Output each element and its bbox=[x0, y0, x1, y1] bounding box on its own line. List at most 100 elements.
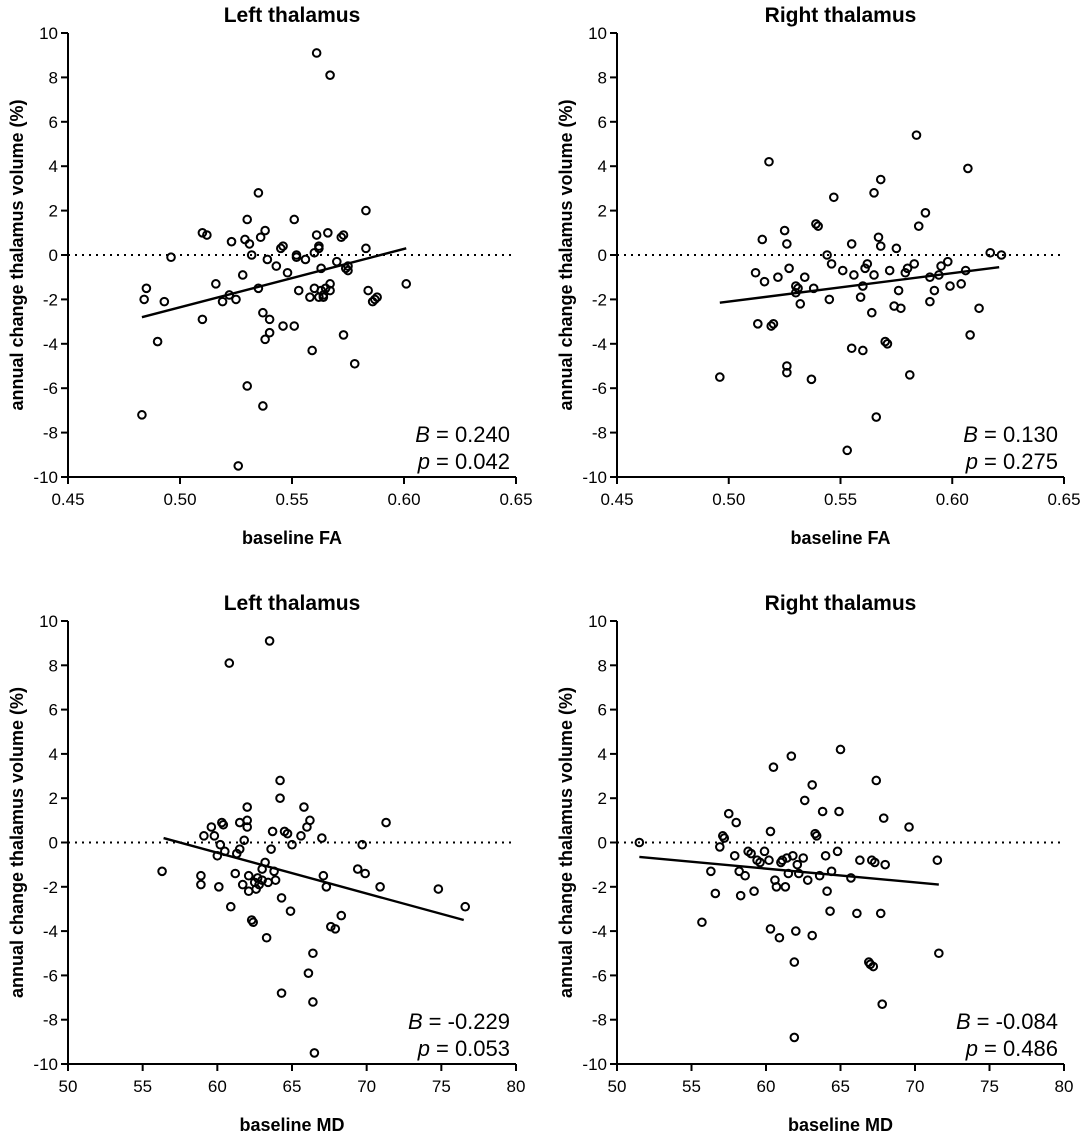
y-tick-label: 10 bbox=[39, 612, 58, 631]
y-tick-label: 6 bbox=[598, 113, 607, 132]
data-point bbox=[782, 239, 792, 249]
data-point bbox=[211, 279, 221, 289]
data-point bbox=[278, 241, 288, 251]
y-tick-label: 8 bbox=[598, 656, 607, 675]
data-point bbox=[811, 219, 821, 229]
data-point bbox=[715, 842, 725, 852]
y-tick-label: 6 bbox=[598, 701, 607, 720]
data-point bbox=[157, 866, 167, 877]
data-point bbox=[750, 267, 761, 278]
x-tick-label: 65 bbox=[831, 1077, 850, 1096]
data-point bbox=[791, 926, 801, 936]
data-point bbox=[715, 372, 725, 382]
data-point bbox=[784, 263, 794, 274]
y-tick-label: -6 bbox=[592, 379, 607, 398]
x-tick-label: 0.60 bbox=[936, 490, 969, 509]
data-point bbox=[869, 270, 879, 280]
data-point bbox=[904, 370, 915, 380]
stat-p-annotation: p = 0.486 bbox=[965, 1036, 1058, 1061]
data-point bbox=[293, 285, 304, 296]
data-point bbox=[338, 330, 349, 340]
data-point bbox=[855, 855, 865, 866]
data-point bbox=[215, 839, 226, 850]
data-point bbox=[868, 961, 879, 972]
data-point bbox=[225, 901, 236, 912]
data-point bbox=[740, 870, 750, 881]
x-tick-label: 75 bbox=[980, 1077, 999, 1096]
data-point bbox=[196, 879, 206, 890]
x-tick-label: 0.50 bbox=[163, 490, 196, 509]
y-axis-label: annual change thalamus volume (%) bbox=[7, 99, 27, 410]
data-point bbox=[878, 813, 889, 823]
regression-line bbox=[163, 836, 465, 922]
y-tick-label: 4 bbox=[49, 745, 58, 764]
y-tick-label: 10 bbox=[588, 612, 607, 631]
data-point bbox=[824, 294, 835, 305]
data-point bbox=[956, 279, 966, 289]
stat-b-value: = 0.240 bbox=[436, 422, 510, 447]
y-tick-label: -8 bbox=[592, 1011, 607, 1030]
data-point bbox=[932, 855, 943, 866]
data-point bbox=[780, 882, 791, 892]
data-point bbox=[336, 910, 347, 921]
data-point bbox=[285, 906, 296, 916]
data-point bbox=[963, 163, 973, 174]
stat-b-value: = -0.084 bbox=[977, 1009, 1058, 1034]
x-tick-label: 0.60 bbox=[387, 490, 420, 509]
data-point bbox=[330, 924, 341, 934]
data-point bbox=[731, 817, 742, 828]
stat-b-annotation: B = 0.240 bbox=[415, 422, 510, 447]
data-point bbox=[370, 294, 380, 305]
data-point bbox=[275, 775, 285, 786]
data-point bbox=[807, 780, 817, 790]
data-point bbox=[218, 819, 229, 830]
y-tick-label: 4 bbox=[49, 157, 58, 176]
data-point bbox=[237, 879, 248, 890]
data-point bbox=[792, 859, 803, 870]
regression-line bbox=[639, 855, 939, 886]
data-point bbox=[299, 802, 309, 812]
data-point bbox=[902, 263, 913, 274]
x-axis-label: baseline FA bbox=[242, 528, 342, 548]
data-point bbox=[837, 265, 848, 276]
data-point bbox=[773, 272, 783, 283]
data-point bbox=[936, 261, 946, 271]
data-point bbox=[734, 866, 744, 877]
data-point bbox=[913, 221, 924, 231]
x-tick-label: 55 bbox=[133, 1077, 152, 1096]
data-point bbox=[152, 336, 163, 347]
stat-p-label: p bbox=[417, 449, 430, 474]
data-point bbox=[159, 296, 170, 307]
y-tick-label: 2 bbox=[598, 789, 607, 808]
data-point bbox=[855, 292, 866, 302]
data-point bbox=[217, 296, 228, 307]
panel-title: Right thalamus bbox=[765, 4, 917, 27]
data-point bbox=[296, 831, 306, 841]
data-point bbox=[244, 239, 255, 249]
x-tick-label: 55 bbox=[682, 1077, 701, 1096]
data-point bbox=[363, 285, 373, 296]
data-point bbox=[209, 831, 220, 841]
data-point bbox=[276, 893, 287, 903]
data-point bbox=[231, 294, 241, 305]
y-axis-label: annual change thalamus volume (%) bbox=[556, 99, 576, 410]
data-point bbox=[880, 859, 891, 870]
panel-title: Left thalamus bbox=[224, 4, 361, 27]
y-tick-label: 6 bbox=[49, 113, 58, 132]
stat-p-label: p bbox=[965, 449, 978, 474]
data-point bbox=[814, 870, 825, 881]
data-point bbox=[766, 321, 777, 331]
data-point bbox=[197, 314, 208, 325]
data-point bbox=[774, 932, 785, 943]
data-point bbox=[224, 658, 235, 668]
y-tick-label: 8 bbox=[49, 656, 58, 675]
data-point bbox=[875, 241, 886, 251]
data-point bbox=[873, 232, 884, 243]
y-tick-label: 10 bbox=[588, 24, 607, 43]
stat-b-annotation: B = -0.084 bbox=[956, 1009, 1058, 1034]
data-point bbox=[789, 957, 800, 967]
data-point bbox=[869, 857, 880, 868]
y-tick-label: -4 bbox=[43, 922, 58, 941]
data-point bbox=[871, 775, 882, 786]
data-point bbox=[755, 857, 765, 868]
